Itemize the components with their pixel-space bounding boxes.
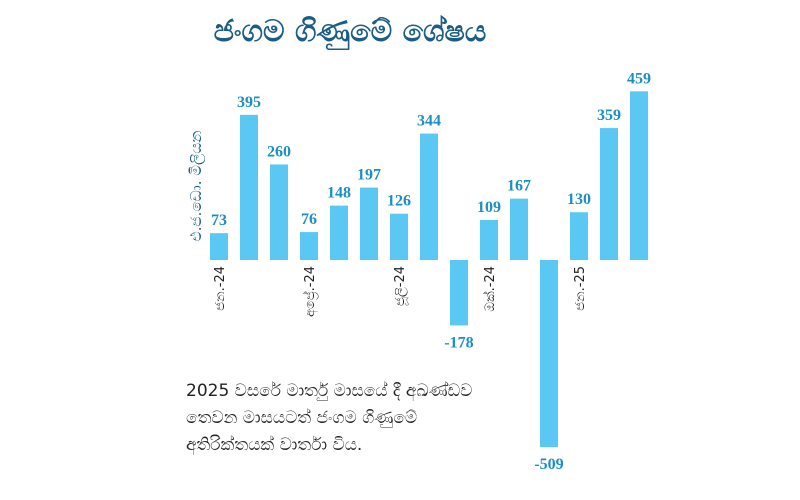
value-label-10: 109 <box>477 199 501 216</box>
value-labels-group: 73 395 260 76 148 197 126 344 -178 109 167 -509 130 3… <box>211 70 651 473</box>
value-label-6: 197 <box>357 167 381 184</box>
annotation-text: 2025 වසරේ මාර්තු මාසයේ දී අඛණ්ඩව තෙවන මා… <box>186 381 473 455</box>
value-label-1: 73 <box>211 212 227 229</box>
bar-8 <box>420 133 438 260</box>
bar-7 <box>390 213 408 260</box>
bar-12 <box>540 260 558 448</box>
bar-9 <box>450 260 468 326</box>
value-label-7: 126 <box>387 193 411 210</box>
bar-11 <box>510 198 528 260</box>
bar-6 <box>360 187 378 260</box>
bar-13 <box>570 212 588 260</box>
value-label-15: 459 <box>627 70 651 87</box>
x-tick-label-7: ජූලි-24 <box>393 266 408 306</box>
value-label-12: -509 <box>534 456 563 473</box>
value-label-8: 344 <box>417 113 441 130</box>
value-label-3: 260 <box>267 143 291 160</box>
bar-15 <box>630 91 648 260</box>
chart-title: ජංගම ගිණුමේ ශේෂය <box>213 14 487 49</box>
x-tick-label-4: අප්‍රේ.-24 <box>302 266 318 317</box>
x-tick-label-13: ජන.-25 <box>573 266 588 311</box>
bar-5 <box>330 205 348 260</box>
bar-10 <box>480 219 498 260</box>
bars-group <box>210 91 648 448</box>
value-label-13: 130 <box>567 191 591 208</box>
x-tick-label-10: ඔක්.-24 <box>482 266 498 312</box>
bar-3 <box>270 164 288 260</box>
value-label-5: 148 <box>327 185 351 202</box>
value-label-11: 167 <box>507 178 531 195</box>
x-tick-label-1: ජන.-24 <box>213 266 228 311</box>
x-tick-labels-group: ජන.-24 අප්‍රේ.-24 ජූලි-24 ඔක්.-24 ජන.-25 <box>213 266 588 317</box>
bar-14 <box>600 128 618 260</box>
bar-1 <box>210 233 228 260</box>
value-label-14: 359 <box>597 107 621 124</box>
value-label-2: 395 <box>237 94 261 111</box>
bar-4 <box>300 232 318 260</box>
bar-2 <box>240 114 258 261</box>
value-label-9: -178 <box>444 334 473 351</box>
value-label-4: 76 <box>301 211 317 228</box>
